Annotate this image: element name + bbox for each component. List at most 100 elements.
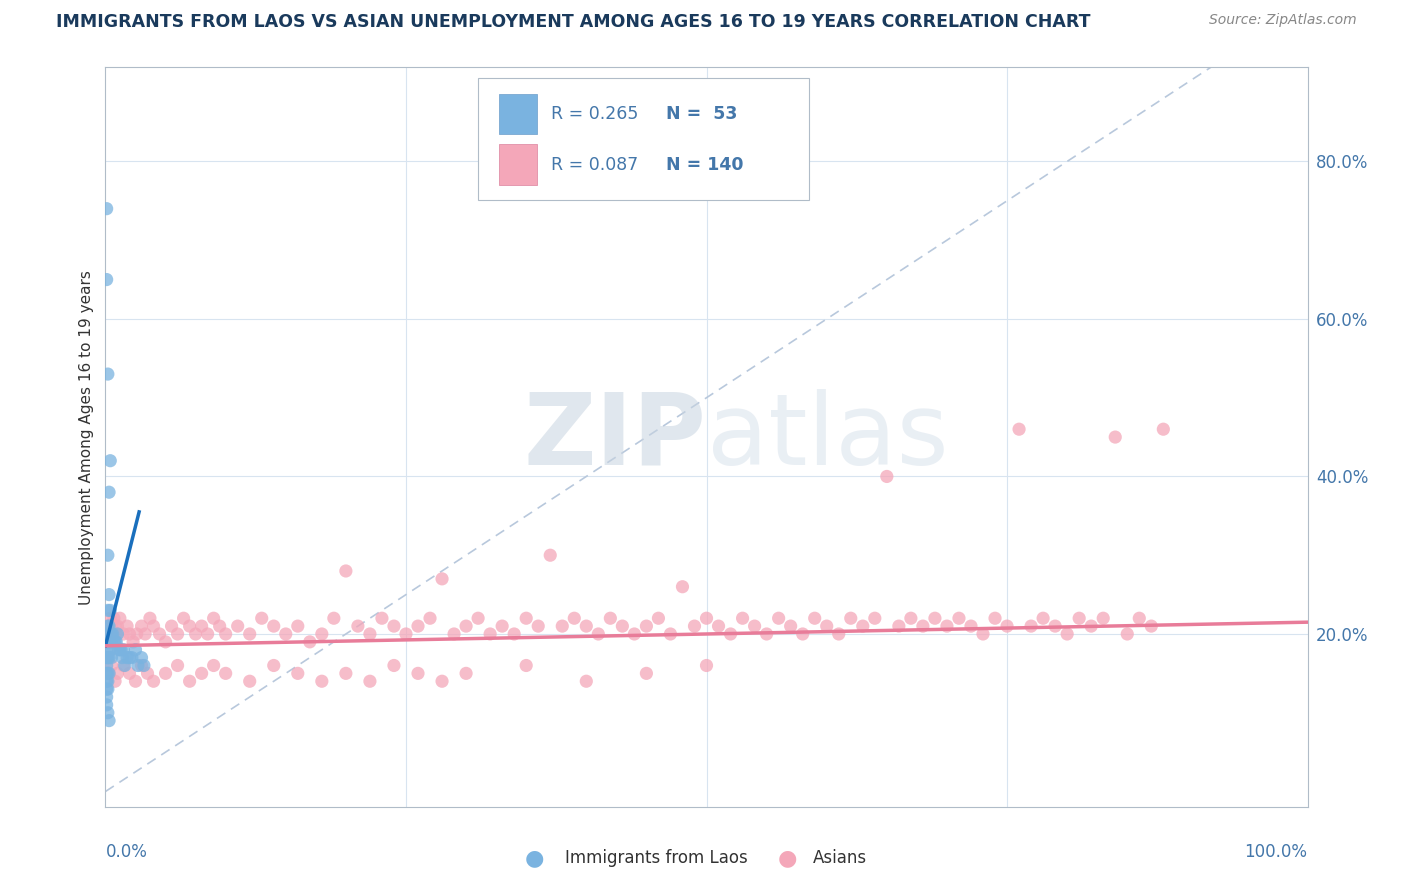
Point (454, 619, 477, 633)
Point (1140, 619, 1163, 633)
Point (173, 611, 195, 625)
Point (335, 564, 357, 578)
Point (155, 666, 177, 681)
Point (104, 619, 127, 633)
Point (112, 642, 135, 657)
Point (96, 202, 118, 216)
Point (1092, 611, 1115, 625)
Point (1008, 422, 1031, 436)
Point (274, 627, 297, 641)
Point (96, 690, 118, 704)
Point (122, 635, 145, 649)
Point (96, 698, 118, 712)
Point (112, 627, 135, 641)
Point (803, 611, 825, 625)
Point (731, 611, 754, 625)
Point (1056, 627, 1078, 641)
Point (287, 666, 309, 681)
Point (97, 650, 120, 665)
Point (103, 635, 125, 649)
Point (1080, 619, 1102, 633)
Point (876, 469, 898, 483)
Point (214, 666, 236, 681)
Point (96, 627, 118, 641)
Point (139, 611, 162, 625)
Point (96, 272, 118, 286)
Point (1069, 611, 1091, 625)
Point (1128, 611, 1150, 625)
Point (98, 650, 121, 665)
Point (101, 627, 124, 641)
Point (815, 619, 838, 633)
Point (131, 619, 153, 633)
Text: IMMIGRANTS FROM LAOS VS ASIAN UNEMPLOYMENT AMONG AGES 16 TO 19 YEARS CORRELATION: IMMIGRANTS FROM LAOS VS ASIAN UNEMPLOYME… (56, 13, 1091, 31)
Point (443, 627, 465, 641)
Point (828, 627, 851, 641)
Point (98, 635, 121, 649)
Point (115, 650, 138, 665)
Point (972, 627, 994, 641)
Point (98, 714, 121, 728)
Point (263, 658, 285, 673)
Point (142, 674, 165, 689)
Text: Asians: Asians (813, 849, 866, 867)
Point (107, 666, 129, 681)
Point (527, 619, 550, 633)
Point (768, 611, 790, 625)
Point (623, 627, 645, 641)
Point (105, 627, 128, 641)
Point (96, 682, 118, 697)
Point (671, 580, 693, 594)
Point (98, 485, 121, 500)
Point (755, 627, 778, 641)
Text: atlas: atlas (707, 389, 948, 485)
Point (599, 611, 621, 625)
Point (720, 627, 742, 641)
Text: N = 140: N = 140 (665, 155, 744, 174)
Point (696, 658, 718, 673)
Point (108, 642, 131, 657)
Point (121, 650, 143, 665)
Point (924, 611, 946, 625)
Point (575, 619, 598, 633)
Point (184, 627, 207, 641)
Point (166, 658, 188, 673)
Point (984, 611, 1007, 625)
Point (515, 658, 537, 673)
Point (118, 666, 141, 681)
Point (96, 658, 118, 673)
Point (347, 619, 370, 633)
Point (107, 627, 129, 641)
Point (359, 627, 381, 641)
Point (111, 650, 134, 665)
Point (948, 611, 970, 625)
Point (208, 619, 231, 633)
Point (98, 666, 121, 681)
Y-axis label: Unemployment Among Ages 16 to 19 years: Unemployment Among Ages 16 to 19 years (79, 269, 94, 605)
Text: ZIP: ZIP (523, 389, 707, 485)
Point (636, 619, 658, 633)
Point (100, 650, 122, 665)
Point (1032, 611, 1054, 625)
Point (1104, 430, 1126, 444)
Point (96, 650, 118, 665)
Point (108, 611, 131, 625)
Point (142, 619, 165, 633)
Point (97, 603, 120, 617)
Point (239, 674, 262, 689)
Point (160, 619, 183, 633)
Point (515, 611, 537, 625)
Text: 0.0%: 0.0% (105, 843, 148, 861)
Point (382, 658, 405, 673)
Point (226, 619, 249, 633)
Point (98, 619, 121, 633)
Point (96, 674, 118, 689)
Point (97, 619, 120, 633)
Point (127, 658, 149, 673)
Point (131, 658, 153, 673)
Point (100, 635, 122, 649)
Point (98, 635, 121, 649)
Point (97, 635, 120, 649)
Point (1116, 627, 1139, 641)
Point (298, 635, 321, 649)
